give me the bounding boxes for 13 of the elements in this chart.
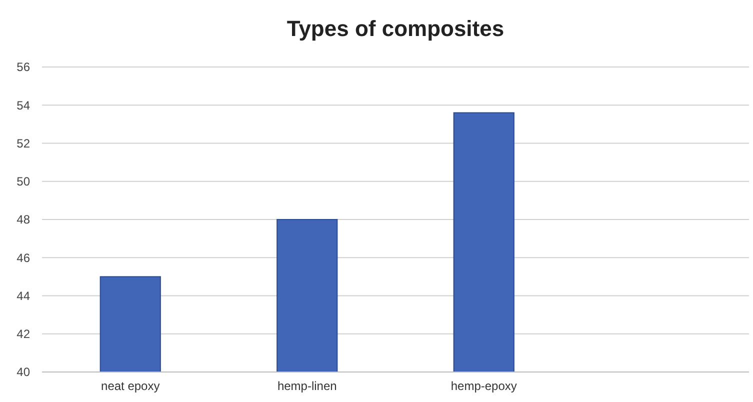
y-tick-label: 54 (16, 98, 30, 112)
y-tick-label: 42 (16, 327, 30, 342)
x-tick-label: neat epoxy (101, 379, 160, 393)
y-tick-label: 40 (16, 365, 30, 380)
x-tick-label: hemp-linen (277, 379, 337, 393)
x-tick-label: hemp-epoxy (450, 379, 517, 393)
y-tick-label: 52 (16, 136, 30, 150)
y-tick-label: 50 (16, 174, 30, 189)
y-tick-label: 44 (16, 288, 30, 303)
chart-title: Types of composites (286, 16, 504, 41)
y-tick-label: 46 (16, 250, 30, 265)
y-tick-label: 48 (16, 212, 30, 227)
y-tick-label: 56 (16, 60, 30, 74)
